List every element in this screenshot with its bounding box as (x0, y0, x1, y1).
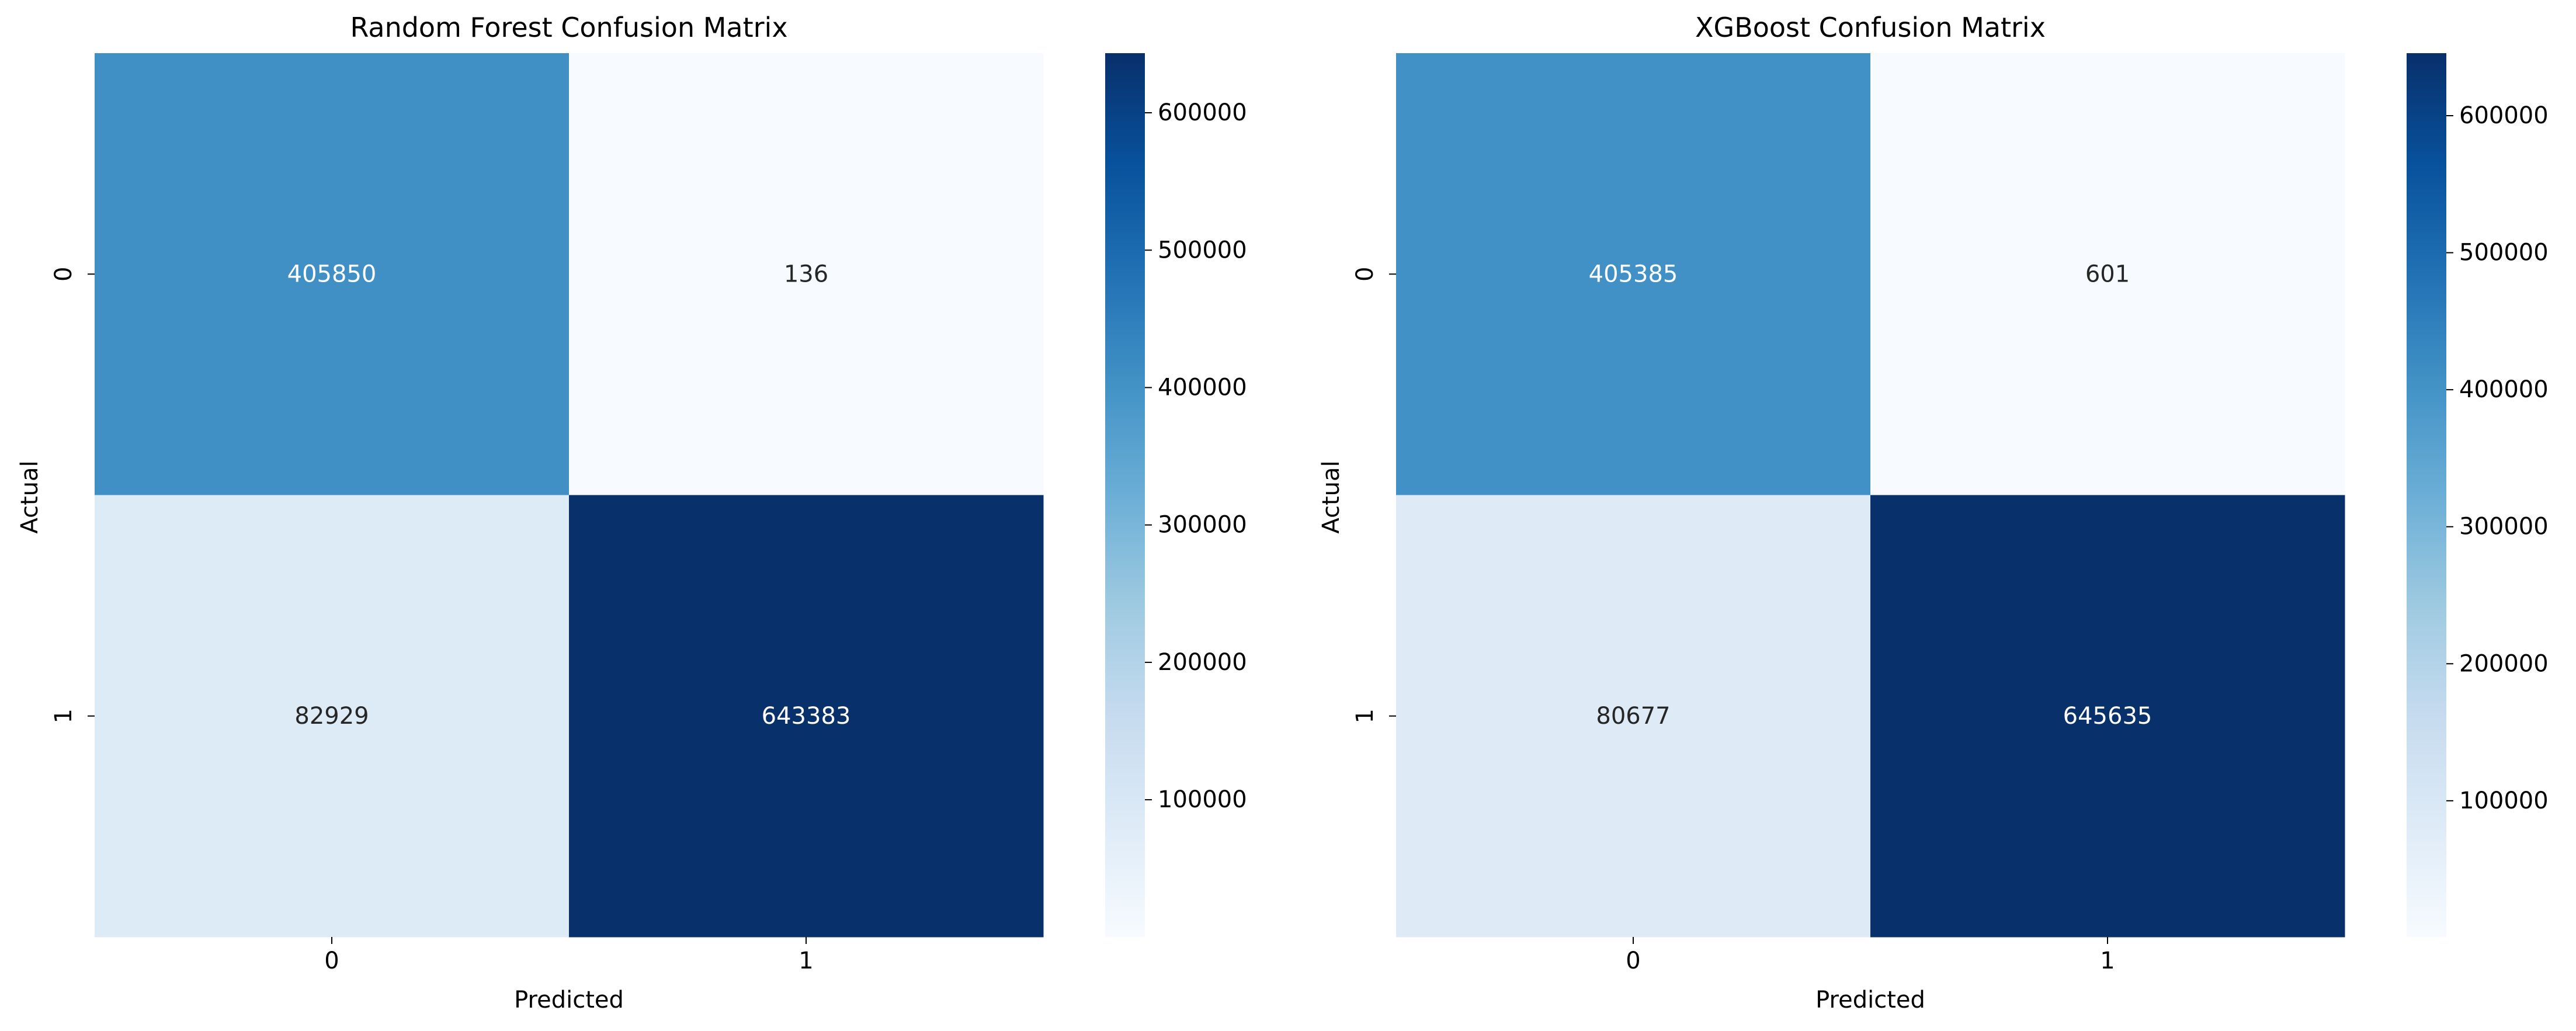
y-axis-label: Actual (1318, 460, 1345, 533)
x-axis-label: Predicted (1815, 987, 1925, 1013)
cell-value-label: 80677 (1596, 703, 1670, 730)
colorbar-tick-label: 100000 (1158, 786, 1247, 813)
y-tick-label: 1 (1352, 709, 1379, 723)
colorbar-tick-label: 300000 (1158, 512, 1247, 539)
x-tick-label: 1 (799, 947, 813, 974)
chart-title: Random Forest Confusion Matrix (350, 12, 787, 43)
heatmap-cell (569, 495, 1044, 938)
colorbar-tick-label: 500000 (1158, 237, 1247, 263)
chart-title: XGBoost Confusion Matrix (1695, 12, 2046, 43)
x-tick-label: 1 (2100, 947, 2115, 974)
x-axis-label: Predicted (514, 987, 624, 1013)
colorbar-gradient (1105, 53, 1145, 937)
heatmap-cells: 405385 601 80677 645635 (1396, 53, 2345, 938)
cell-value-label: 643383 (762, 703, 851, 730)
colorbar-tick-label: 600000 (2459, 102, 2549, 129)
colorbar-ticks: 100000 200000 300000 400000 500000 600000 (1145, 99, 1247, 813)
cell-value-label: 82929 (294, 703, 369, 730)
x-tick-label: 0 (1626, 947, 1640, 974)
colorbar-gradient (2407, 53, 2446, 937)
heatmap-cells: 405850 136 82929 643383 (95, 53, 1044, 938)
cell-value-label: 136 (784, 261, 828, 287)
y-tick-label: 0 (1352, 267, 1379, 282)
heatmap-cell (569, 53, 1044, 495)
colorbar-tick-label: 200000 (1158, 649, 1247, 676)
colorbar-tick-label: 100000 (2459, 787, 2549, 814)
heatmap-cell (95, 53, 570, 495)
colorbar: 100000 200000 300000 400000 500000 600000 (2407, 53, 2549, 937)
cell-value-label: 601 (2085, 261, 2130, 287)
colorbar: 100000 200000 300000 400000 500000 600000 (1105, 53, 1247, 937)
heatmap-cell (1396, 53, 1871, 495)
colorbar-tick-label: 500000 (2459, 239, 2549, 266)
heatmap-cell (1870, 495, 2345, 938)
colorbar-tick-label: 400000 (1158, 374, 1247, 401)
panel-random-forest: Random Forest Confusion Matrix 405850 136… (16, 12, 1247, 1013)
heatmap-cell (1870, 53, 2345, 495)
colorbar-tick-label: 300000 (2459, 513, 2549, 540)
colorbar-tick-label: 600000 (1158, 99, 1247, 126)
y-tick-label: 0 (50, 267, 77, 282)
x-tick-label: 0 (324, 947, 339, 974)
y-axis: 01 (50, 267, 95, 723)
cell-value-label: 405850 (287, 261, 377, 287)
y-axis: 01 (1352, 267, 1396, 723)
y-axis-label: Actual (16, 460, 43, 533)
cell-value-label: 405385 (1589, 261, 1678, 287)
colorbar-ticks: 100000 200000 300000 400000 500000 600000 (2446, 102, 2549, 814)
colorbar-tick-label: 400000 (2459, 376, 2549, 403)
cell-value-label: 645635 (2063, 703, 2153, 730)
colorbar-tick-label: 200000 (2459, 650, 2549, 677)
heatmap-cell (95, 495, 570, 938)
y-tick-label: 1 (50, 709, 77, 723)
heatmap-cell (1396, 495, 1871, 938)
panel-xgboost: XGBoost Confusion Matrix 405385 601 80677 6… (1318, 12, 2549, 1013)
